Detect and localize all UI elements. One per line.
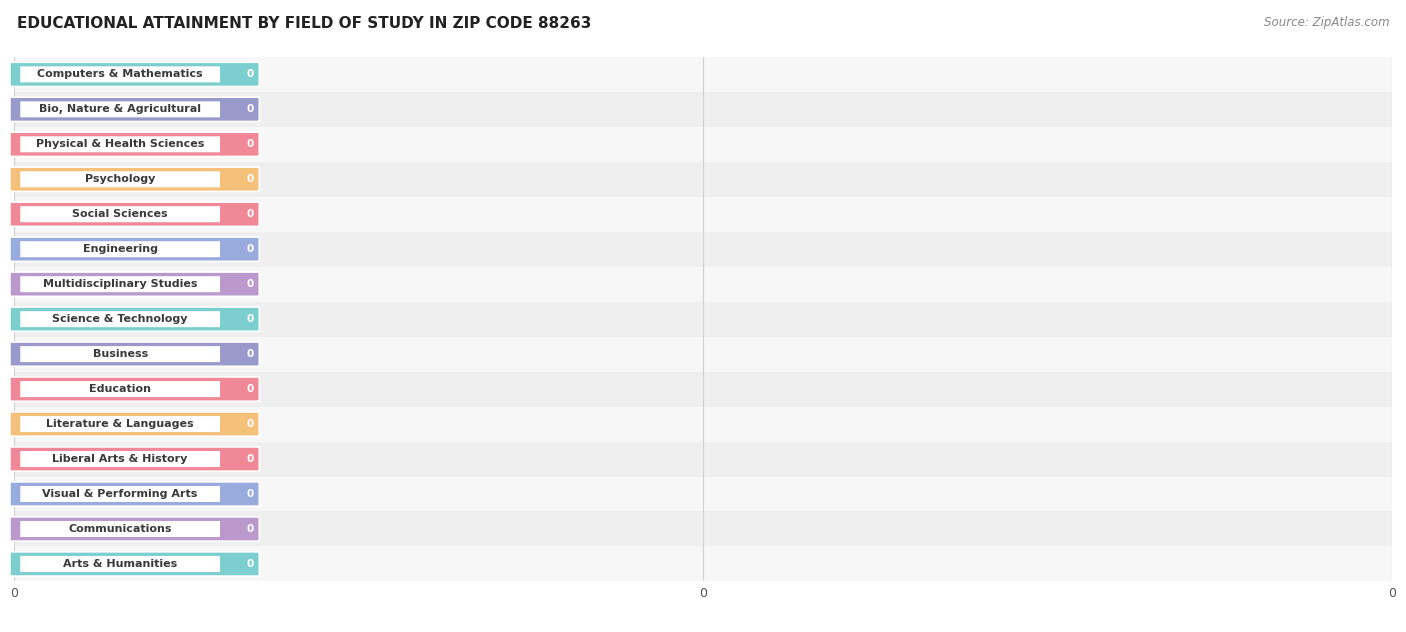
FancyBboxPatch shape: [10, 62, 259, 87]
Text: Psychology: Psychology: [84, 174, 155, 185]
Text: 0: 0: [246, 524, 254, 534]
FancyBboxPatch shape: [20, 451, 221, 468]
Text: 0: 0: [246, 174, 254, 185]
Text: Business: Business: [93, 349, 148, 359]
Text: 0: 0: [246, 279, 254, 289]
Bar: [14, 372, 1392, 406]
Text: Liberal Arts & History: Liberal Arts & History: [52, 454, 188, 464]
FancyBboxPatch shape: [20, 100, 221, 118]
FancyBboxPatch shape: [10, 307, 259, 331]
FancyBboxPatch shape: [20, 310, 221, 328]
FancyBboxPatch shape: [10, 202, 259, 226]
Bar: [14, 267, 1392, 301]
FancyBboxPatch shape: [20, 241, 221, 258]
Text: Visual & Performing Arts: Visual & Performing Arts: [42, 489, 198, 499]
Bar: [14, 301, 1392, 337]
FancyBboxPatch shape: [20, 205, 221, 223]
Text: 0: 0: [246, 454, 254, 464]
FancyBboxPatch shape: [20, 380, 221, 398]
Bar: [14, 57, 1392, 92]
Text: 0: 0: [246, 349, 254, 359]
Bar: [14, 92, 1392, 127]
Text: 0: 0: [246, 419, 254, 429]
FancyBboxPatch shape: [20, 346, 221, 363]
FancyBboxPatch shape: [10, 552, 259, 576]
Text: Literature & Languages: Literature & Languages: [46, 419, 194, 429]
Bar: [14, 547, 1392, 581]
Text: Multidisciplinary Studies: Multidisciplinary Studies: [44, 279, 197, 289]
Bar: [14, 232, 1392, 267]
Text: Communications: Communications: [69, 524, 172, 534]
FancyBboxPatch shape: [10, 272, 259, 296]
FancyBboxPatch shape: [10, 412, 259, 436]
FancyBboxPatch shape: [20, 136, 221, 153]
FancyBboxPatch shape: [10, 517, 259, 541]
Text: Computers & Mathematics: Computers & Mathematics: [38, 70, 202, 80]
FancyBboxPatch shape: [20, 171, 221, 188]
FancyBboxPatch shape: [20, 66, 221, 83]
Text: Social Sciences: Social Sciences: [72, 209, 167, 219]
Text: 0: 0: [246, 384, 254, 394]
Text: 0: 0: [246, 489, 254, 499]
Text: Education: Education: [89, 384, 152, 394]
FancyBboxPatch shape: [10, 167, 259, 191]
FancyBboxPatch shape: [20, 415, 221, 433]
Text: 0: 0: [246, 104, 254, 114]
Text: EDUCATIONAL ATTAINMENT BY FIELD OF STUDY IN ZIP CODE 88263: EDUCATIONAL ATTAINMENT BY FIELD OF STUDY…: [17, 16, 592, 31]
Text: 0: 0: [246, 209, 254, 219]
Text: Engineering: Engineering: [83, 244, 157, 254]
Text: 0: 0: [246, 244, 254, 254]
FancyBboxPatch shape: [10, 132, 259, 157]
Text: Science & Technology: Science & Technology: [52, 314, 188, 324]
FancyBboxPatch shape: [10, 447, 259, 471]
FancyBboxPatch shape: [20, 556, 221, 573]
Text: Bio, Nature & Agricultural: Bio, Nature & Agricultural: [39, 104, 201, 114]
Text: Source: ZipAtlas.com: Source: ZipAtlas.com: [1264, 16, 1389, 29]
Bar: [14, 337, 1392, 372]
Bar: [14, 127, 1392, 162]
Bar: [14, 511, 1392, 547]
FancyBboxPatch shape: [20, 520, 221, 538]
Bar: [14, 477, 1392, 511]
Text: Physical & Health Sciences: Physical & Health Sciences: [37, 139, 204, 149]
Bar: [14, 442, 1392, 477]
FancyBboxPatch shape: [10, 342, 259, 367]
Text: 0: 0: [246, 70, 254, 80]
Text: 0: 0: [246, 559, 254, 569]
Text: Arts & Humanities: Arts & Humanities: [63, 559, 177, 569]
Bar: [14, 197, 1392, 232]
FancyBboxPatch shape: [10, 482, 259, 506]
Bar: [14, 406, 1392, 442]
FancyBboxPatch shape: [10, 97, 259, 121]
Text: 0: 0: [246, 314, 254, 324]
FancyBboxPatch shape: [10, 237, 259, 262]
FancyBboxPatch shape: [10, 377, 259, 401]
Text: 0: 0: [246, 139, 254, 149]
FancyBboxPatch shape: [20, 485, 221, 502]
Bar: [14, 162, 1392, 197]
FancyBboxPatch shape: [20, 276, 221, 293]
